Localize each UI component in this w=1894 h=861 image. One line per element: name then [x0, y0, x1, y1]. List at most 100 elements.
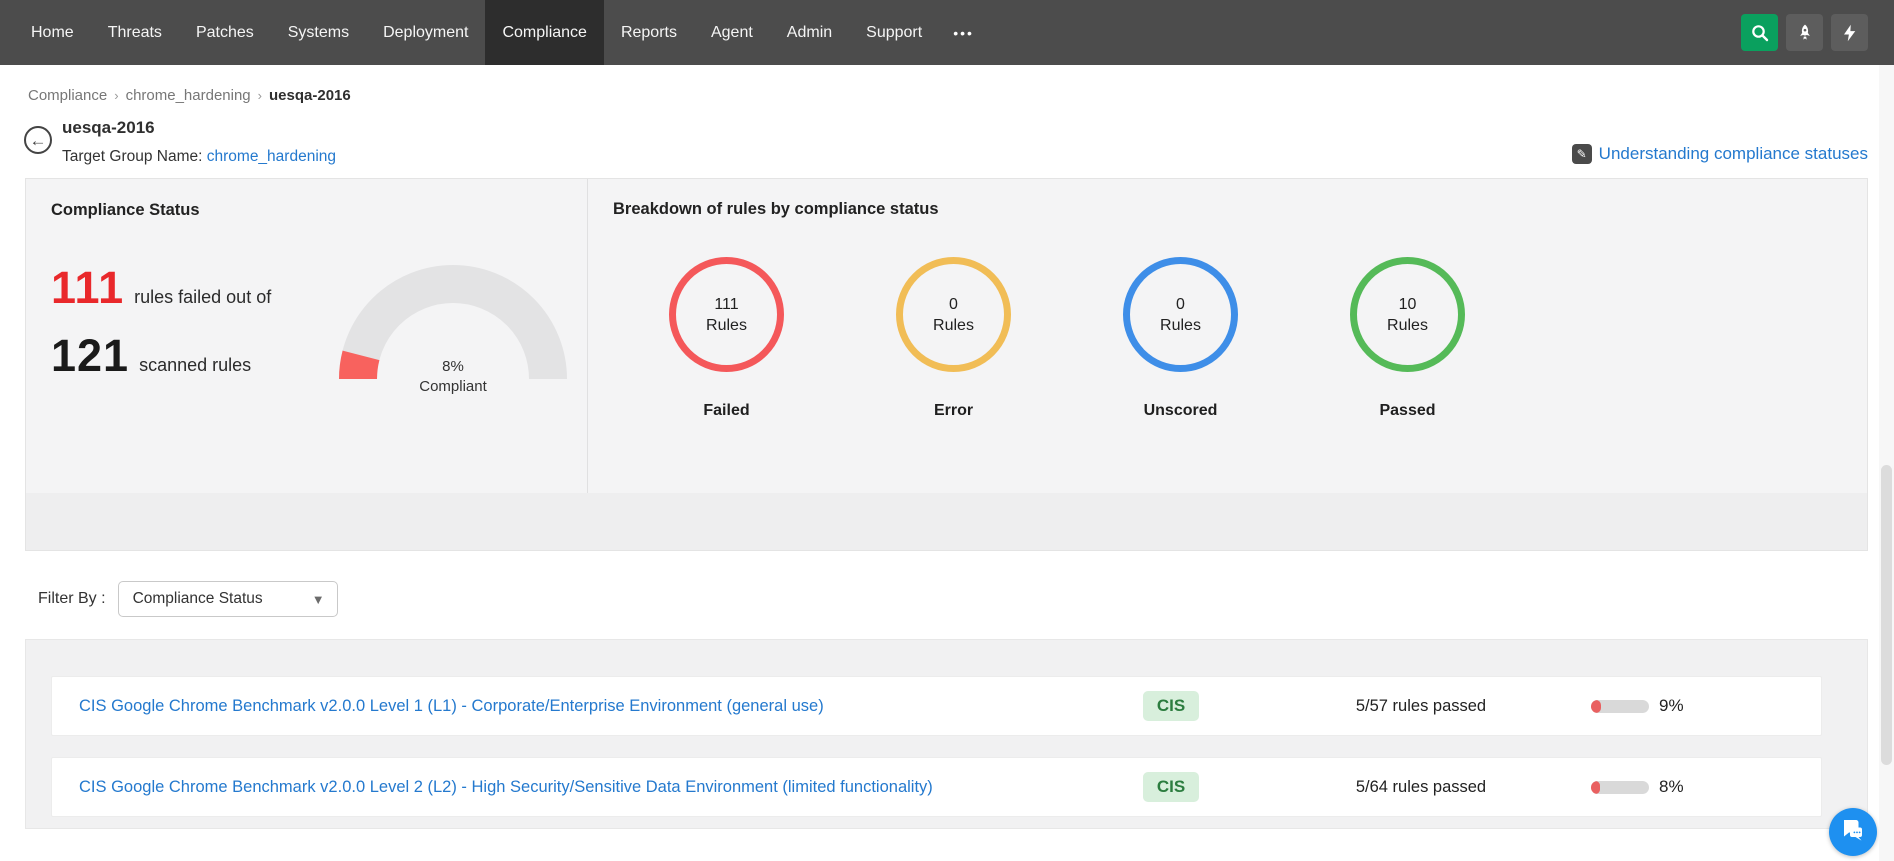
- nav-item-deployment[interactable]: Deployment: [383, 23, 469, 41]
- breakdown-section: Breakdown of rules by compliance status …: [588, 179, 1867, 550]
- scanned-rules-stat: 121 scanned rules: [51, 330, 587, 382]
- breadcrumb-current: uesqa-2016: [269, 87, 351, 104]
- failed-rules-count: 111: [51, 262, 125, 313]
- breadcrumb-separator: ›: [114, 88, 119, 103]
- nav-item-support[interactable]: Support: [866, 23, 923, 41]
- passed-count: 10: [1398, 295, 1417, 313]
- nav-more-menu[interactable]: •••: [953, 24, 974, 41]
- launch-button[interactable]: [1786, 14, 1823, 51]
- benchmark-link-l1[interactable]: CIS Google Chrome Benchmark v2.0.0 Level…: [79, 696, 824, 715]
- chat-button[interactable]: [1829, 808, 1877, 856]
- gauge-caption: Compliant: [419, 378, 487, 395]
- nav-item-home[interactable]: Home: [31, 23, 74, 41]
- benchmark-link-l2[interactable]: CIS Google Chrome Benchmark v2.0.0 Level…: [79, 777, 933, 796]
- nav-item-admin[interactable]: Admin: [786, 23, 833, 41]
- unscored-circle: 0 Rules: [1123, 257, 1238, 372]
- failed-unit: Rules: [706, 316, 747, 334]
- scanned-rules-count: 121: [51, 330, 130, 381]
- filter-by-label: Filter By :: [38, 590, 106, 607]
- target-group-line: Target Group Name: chrome_hardening: [62, 148, 336, 166]
- passed-label: Passed: [1379, 402, 1436, 419]
- table-row[interactable]: CIS Google Chrome Benchmark v2.0.0 Level…: [51, 676, 1822, 736]
- gauge-label: 8% Compliant: [338, 357, 568, 397]
- breakdown-item-error[interactable]: 0 Rules Error: [840, 257, 1067, 420]
- top-navbar: Home Threats Patches Systems Deployment …: [0, 0, 1894, 65]
- rules-passed-text: 5/64 rules passed: [1355, 777, 1487, 796]
- compliance-status-title: Compliance Status: [51, 201, 200, 219]
- rules-passed-text: 5/57 rules passed: [1355, 696, 1487, 715]
- lightning-icon: [1841, 23, 1859, 43]
- nav-item-reports[interactable]: Reports: [620, 23, 677, 41]
- breadcrumb-chrome-hardening[interactable]: chrome_hardening: [125, 87, 251, 104]
- title-block: uesqa-2016 Target Group Name: chrome_har…: [62, 118, 336, 166]
- table-row[interactable]: CIS Google Chrome Benchmark v2.0.0 Level…: [51, 757, 1822, 817]
- target-group-label: Target Group Name:: [62, 148, 203, 165]
- rocket-icon: [1795, 23, 1815, 43]
- passed-unit: Rules: [1387, 316, 1428, 334]
- cis-badge: CIS: [1142, 691, 1200, 721]
- cis-badge: CIS: [1142, 772, 1200, 802]
- filter-row: Filter By : Compliance Status ▼: [38, 581, 1894, 617]
- percent-label: 9%: [1659, 696, 1684, 715]
- breadcrumb-compliance[interactable]: Compliance: [28, 87, 108, 104]
- compliance-summary-panel: Compliance Status 111 rules failed out o…: [25, 178, 1868, 551]
- unscored-label: Unscored: [1143, 402, 1218, 419]
- nav-item-patches[interactable]: Patches: [195, 23, 254, 41]
- compliance-stats: 111 rules failed out of 121 scanned rule…: [51, 262, 587, 382]
- error-unit: Rules: [933, 316, 974, 334]
- progress-bar: [1591, 699, 1649, 713]
- panel-divider: [587, 179, 588, 550]
- understanding-compliance-label: Understanding compliance statuses: [1598, 144, 1868, 163]
- progress-bar: [1591, 780, 1649, 794]
- unscored-unit: Rules: [1160, 316, 1201, 334]
- nav-item-agent[interactable]: Agent: [710, 23, 753, 41]
- breakdown-item-failed[interactable]: 111 Rules Failed: [613, 257, 840, 420]
- note-pencil-icon: ✎: [1571, 144, 1592, 164]
- panel-footer-strip: [26, 493, 1867, 550]
- understanding-compliance-link[interactable]: ✎ Understanding compliance statuses: [1571, 144, 1868, 164]
- percent-label: 8%: [1659, 777, 1684, 796]
- error-count: 0: [949, 295, 958, 313]
- error-label: Error: [933, 402, 974, 419]
- compliance-status-section: Compliance Status 111 rules failed out o…: [26, 179, 587, 550]
- nav-item-threats[interactable]: Threats: [107, 23, 162, 41]
- failed-count: 111: [714, 295, 739, 313]
- scrollbar-track[interactable]: [1879, 65, 1894, 861]
- breadcrumb: Compliance › chrome_hardening › uesqa-20…: [0, 65, 1894, 104]
- nav-item-systems[interactable]: Systems: [287, 23, 350, 41]
- benchmark-list: CIS Google Chrome Benchmark v2.0.0 Level…: [25, 639, 1868, 829]
- scanned-rules-text: scanned rules: [139, 355, 252, 375]
- filter-selected-value: Compliance Status: [132, 590, 263, 607]
- chevron-down-icon: ▼: [311, 591, 325, 607]
- filter-dropdown[interactable]: Compliance Status ▼: [117, 581, 338, 617]
- search-button[interactable]: [1741, 14, 1778, 51]
- target-group-link[interactable]: chrome_hardening: [206, 148, 337, 165]
- error-circle: 0 Rules: [896, 257, 1011, 372]
- failed-rules-text: rules failed out of: [134, 287, 272, 307]
- progress-fill: [1591, 780, 1601, 794]
- page-title: uesqa-2016: [62, 118, 155, 137]
- nav-right-actions: [1741, 14, 1868, 51]
- breakdown-item-passed[interactable]: 10 Rules Passed: [1294, 257, 1521, 420]
- failed-label: Failed: [703, 402, 750, 419]
- failed-circle: 111 Rules: [669, 257, 784, 372]
- breakdown-circles: 111 Rules Failed 0 Rules Error 0 Rules U…: [613, 257, 1867, 420]
- search-icon: [1750, 23, 1770, 43]
- page-header: ← uesqa-2016 Target Group Name: chrome_h…: [0, 104, 1894, 166]
- compliance-gauge: 8% Compliant: [338, 264, 568, 399]
- scrollbar-thumb[interactable]: [1881, 465, 1892, 765]
- back-button[interactable]: ←: [24, 126, 52, 154]
- chat-bubble-icon: [1840, 817, 1866, 848]
- gauge-percent: 8%: [442, 358, 464, 375]
- gauge-fill-arc: [339, 350, 380, 380]
- unscored-count: 0: [1176, 295, 1185, 313]
- breakdown-item-unscored[interactable]: 0 Rules Unscored: [1067, 257, 1294, 420]
- breadcrumb-separator: ›: [257, 88, 262, 103]
- nav-item-compliance[interactable]: Compliance: [485, 0, 604, 65]
- progress-fill: [1591, 699, 1602, 713]
- quick-actions-button[interactable]: [1831, 14, 1868, 51]
- breakdown-title: Breakdown of rules by compliance status: [613, 200, 939, 218]
- back-arrow-icon: ←: [29, 130, 47, 150]
- failed-rules-stat: 111 rules failed out of: [51, 262, 587, 314]
- passed-circle: 10 Rules: [1350, 257, 1465, 372]
